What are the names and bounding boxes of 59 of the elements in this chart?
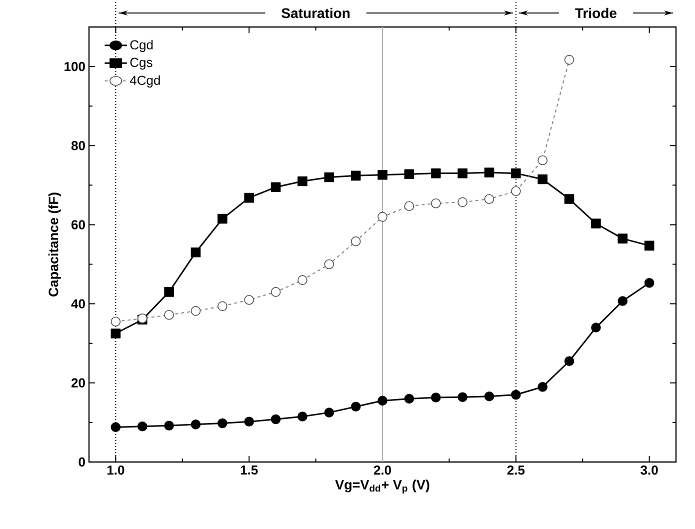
y-tick-label: 100 <box>64 62 85 72</box>
point <box>324 172 334 182</box>
point <box>190 420 201 430</box>
y-axis-title: Capacitance (fF) <box>48 192 61 296</box>
point <box>430 392 441 402</box>
text: Saturation <box>282 8 350 18</box>
point <box>378 396 388 406</box>
x-tick-label: 2.5 <box>507 466 525 475</box>
point <box>350 402 361 412</box>
legend-label: 4Cgd <box>130 75 160 88</box>
point <box>110 328 121 338</box>
point <box>484 391 494 402</box>
text: Triode <box>575 8 616 18</box>
legend-label: Cgd <box>130 40 153 52</box>
point <box>564 356 574 366</box>
point <box>511 168 521 178</box>
point <box>591 218 601 228</box>
y-tick-label: 40 <box>71 299 85 308</box>
point <box>511 390 521 400</box>
legend-label: Cgs <box>130 58 152 70</box>
y-tick-label: 80 <box>71 141 85 150</box>
x-tick-label: 3.0 <box>640 466 658 475</box>
point <box>218 418 228 428</box>
point <box>591 322 601 332</box>
point <box>618 234 628 244</box>
point <box>270 414 281 424</box>
point <box>244 416 254 427</box>
x-tick-label: 1.5 <box>240 466 258 475</box>
x-tick-label: 1.0 <box>107 466 124 475</box>
point <box>244 192 254 203</box>
point <box>564 194 574 204</box>
point <box>270 182 281 192</box>
point <box>430 168 441 178</box>
point <box>644 240 654 251</box>
point <box>137 421 148 432</box>
point <box>164 420 174 431</box>
point <box>190 247 201 258</box>
point <box>218 214 228 224</box>
point <box>110 422 121 432</box>
point <box>378 170 388 180</box>
x-axis-title: Vg=V$_{dd}$+ V$_{p}$ (V) <box>335 480 430 494</box>
point <box>484 168 494 178</box>
y-tick-label: 60 <box>71 220 85 230</box>
x-tick-label: 2.0 <box>374 466 392 475</box>
point <box>404 169 414 179</box>
point <box>350 170 361 181</box>
point <box>618 296 628 306</box>
point <box>458 392 468 402</box>
point <box>458 168 468 178</box>
point <box>324 408 334 418</box>
point <box>404 394 414 404</box>
y-tick-label: 0 <box>78 457 85 467</box>
point <box>538 382 548 392</box>
point <box>298 412 308 422</box>
y-tick-label: 20 <box>71 378 85 388</box>
point <box>538 174 548 184</box>
point <box>164 287 174 297</box>
point <box>298 176 308 186</box>
point <box>644 278 654 288</box>
